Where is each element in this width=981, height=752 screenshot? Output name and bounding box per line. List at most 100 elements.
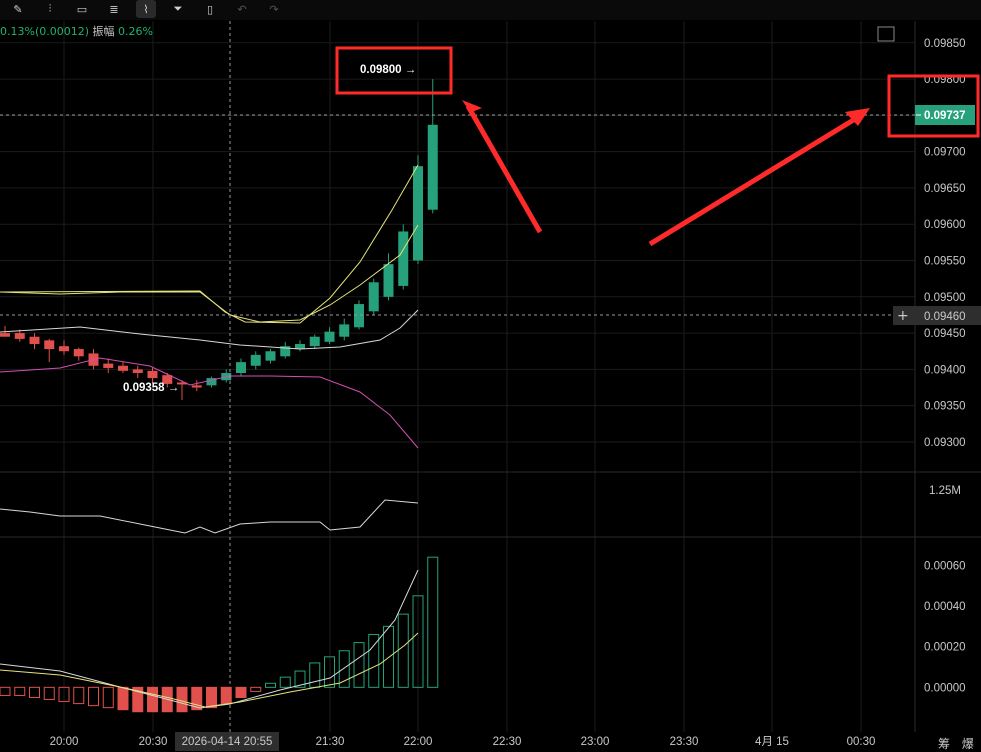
amplitude-value: 0.26% (118, 25, 153, 38)
notes-icon[interactable]: ≣ (109, 2, 119, 16)
amplitude-label: 振幅 (92, 25, 115, 38)
ma-fast-line (0, 164, 419, 324)
time-tick-label: 21:30 (316, 736, 345, 748)
macd-histogram-bar (73, 686, 85, 705)
macd-histogram-bar (176, 686, 188, 713)
macd-histogram-bar (0, 686, 11, 696)
lower-band-line (0, 357, 419, 449)
candle-body (354, 304, 364, 328)
candle-body (324, 331, 335, 342)
macd-tick-label: 0.00040 (924, 601, 966, 613)
price-tick-label: 0.09700 (924, 147, 966, 159)
price-tick-label: 0.09450 (924, 328, 966, 340)
candle-body (368, 282, 379, 312)
filter-icon[interactable]: ⏷ (173, 2, 183, 15)
candle-body (265, 351, 276, 361)
candle-body (44, 340, 55, 350)
macd-histogram-bar (220, 686, 232, 705)
candle-body (383, 264, 394, 297)
high-price-marker: 0.09800 → (360, 64, 416, 76)
camera-icon[interactable]: ▭ (76, 2, 88, 16)
candle-body (413, 166, 423, 261)
current-price-label: 0.09737 (924, 110, 966, 122)
time-tick-label: 22:30 (493, 736, 522, 748)
macd-histogram-bar (206, 686, 217, 709)
price-tick-label: 0.09600 (924, 219, 966, 231)
macd-histogram-bar (88, 686, 99, 707)
candle-body (398, 231, 409, 286)
macd-histogram-bar (353, 642, 365, 688)
candle-body (191, 385, 202, 388)
redo-icon[interactable]: ↷ (269, 2, 279, 16)
macd-histogram-bar (117, 686, 129, 711)
change-value: 0.13%(0.00012) (0, 25, 90, 38)
candle-body (295, 343, 305, 350)
candle-body (59, 346, 69, 352)
candle-body (14, 333, 25, 339)
macd-dea-line (0, 632, 419, 708)
time-tick-label: 23:30 (670, 736, 699, 748)
price-tick-label: 0.09300 (924, 437, 966, 449)
macd-histogram-bar (58, 686, 70, 703)
candle-body (280, 346, 291, 357)
macd-dif-line (0, 569, 419, 709)
middle-band-line (0, 309, 419, 350)
time-tick-label: 22:00 (404, 736, 433, 748)
candle-body (0, 333, 10, 337)
candle-body (206, 378, 217, 386)
expand-icon (877, 26, 895, 42)
draw-tool-icon[interactable]: ✎ (13, 2, 23, 16)
macd-histogram-bar (294, 670, 306, 688)
measure-icon[interactable]: ⌇ (136, 0, 156, 18)
candle-body (162, 375, 173, 384)
macd-tick-label: 0.00020 (924, 642, 966, 654)
crosshair-time-tag (175, 732, 279, 751)
highlight-box-price (887, 74, 980, 138)
macd-histogram-bar (235, 686, 247, 698)
volume-tick-label: 1.25M (929, 485, 961, 497)
macd-histogram-bar (132, 686, 144, 713)
highlight-box-high (335, 46, 453, 95)
candle-body (177, 382, 187, 385)
price-tick-label: 0.09500 (924, 292, 966, 304)
candle-body (29, 336, 40, 344)
macd-histogram-bar (279, 676, 291, 688)
annotation-arrow-left-shaft (465, 104, 543, 234)
time-tick-label: 20:00 (50, 736, 79, 748)
macd-histogram-bar (368, 633, 380, 688)
macd-histogram-bar (427, 556, 439, 688)
time-tick-label: 20:30 (139, 736, 168, 748)
macd-histogram-bar (265, 682, 276, 688)
candle-body (427, 124, 438, 210)
undo-icon[interactable]: ↶ (237, 2, 247, 16)
macd-histogram-bar (383, 625, 394, 688)
low-price-marker: 0.09358 → (123, 382, 179, 394)
macd-histogram-bar (412, 595, 424, 688)
candle-body (132, 369, 143, 374)
candle-body (236, 362, 246, 374)
macd-histogram-bar (191, 686, 203, 711)
candle-body (147, 370, 158, 379)
crosshair-plus-icon: + (897, 308, 909, 324)
macd-histogram-bar (147, 686, 158, 713)
macd-tick-label: 0.00000 (924, 682, 966, 694)
price-tick-label: 0.09550 (924, 256, 966, 268)
indicators-icon[interactable]: ⫶ (48, 2, 52, 15)
trash-icon[interactable]: ▯ (206, 2, 214, 16)
candle-body (103, 363, 114, 368)
change-info: 0.13%(0.00012) 振幅 0.26% (0, 23, 153, 39)
price-tick-label: 0.09350 (924, 401, 966, 413)
macd-histogram-bar (14, 686, 26, 696)
macd-histogram-bar (29, 686, 40, 698)
candle-body (339, 324, 350, 337)
macd-histogram-bar (338, 650, 350, 688)
time-tick-label: 00:30 (847, 736, 876, 748)
macd-histogram-bar (324, 656, 335, 688)
price-tick-label: 0.09850 (924, 38, 966, 50)
candle-body (118, 365, 128, 371)
macd-tick-label: 0.00060 (924, 560, 966, 572)
macd-histogram-bar (250, 686, 262, 692)
macd-histogram-bar (43, 686, 55, 701)
crosshair-price-label: 0.09460 (924, 311, 966, 323)
